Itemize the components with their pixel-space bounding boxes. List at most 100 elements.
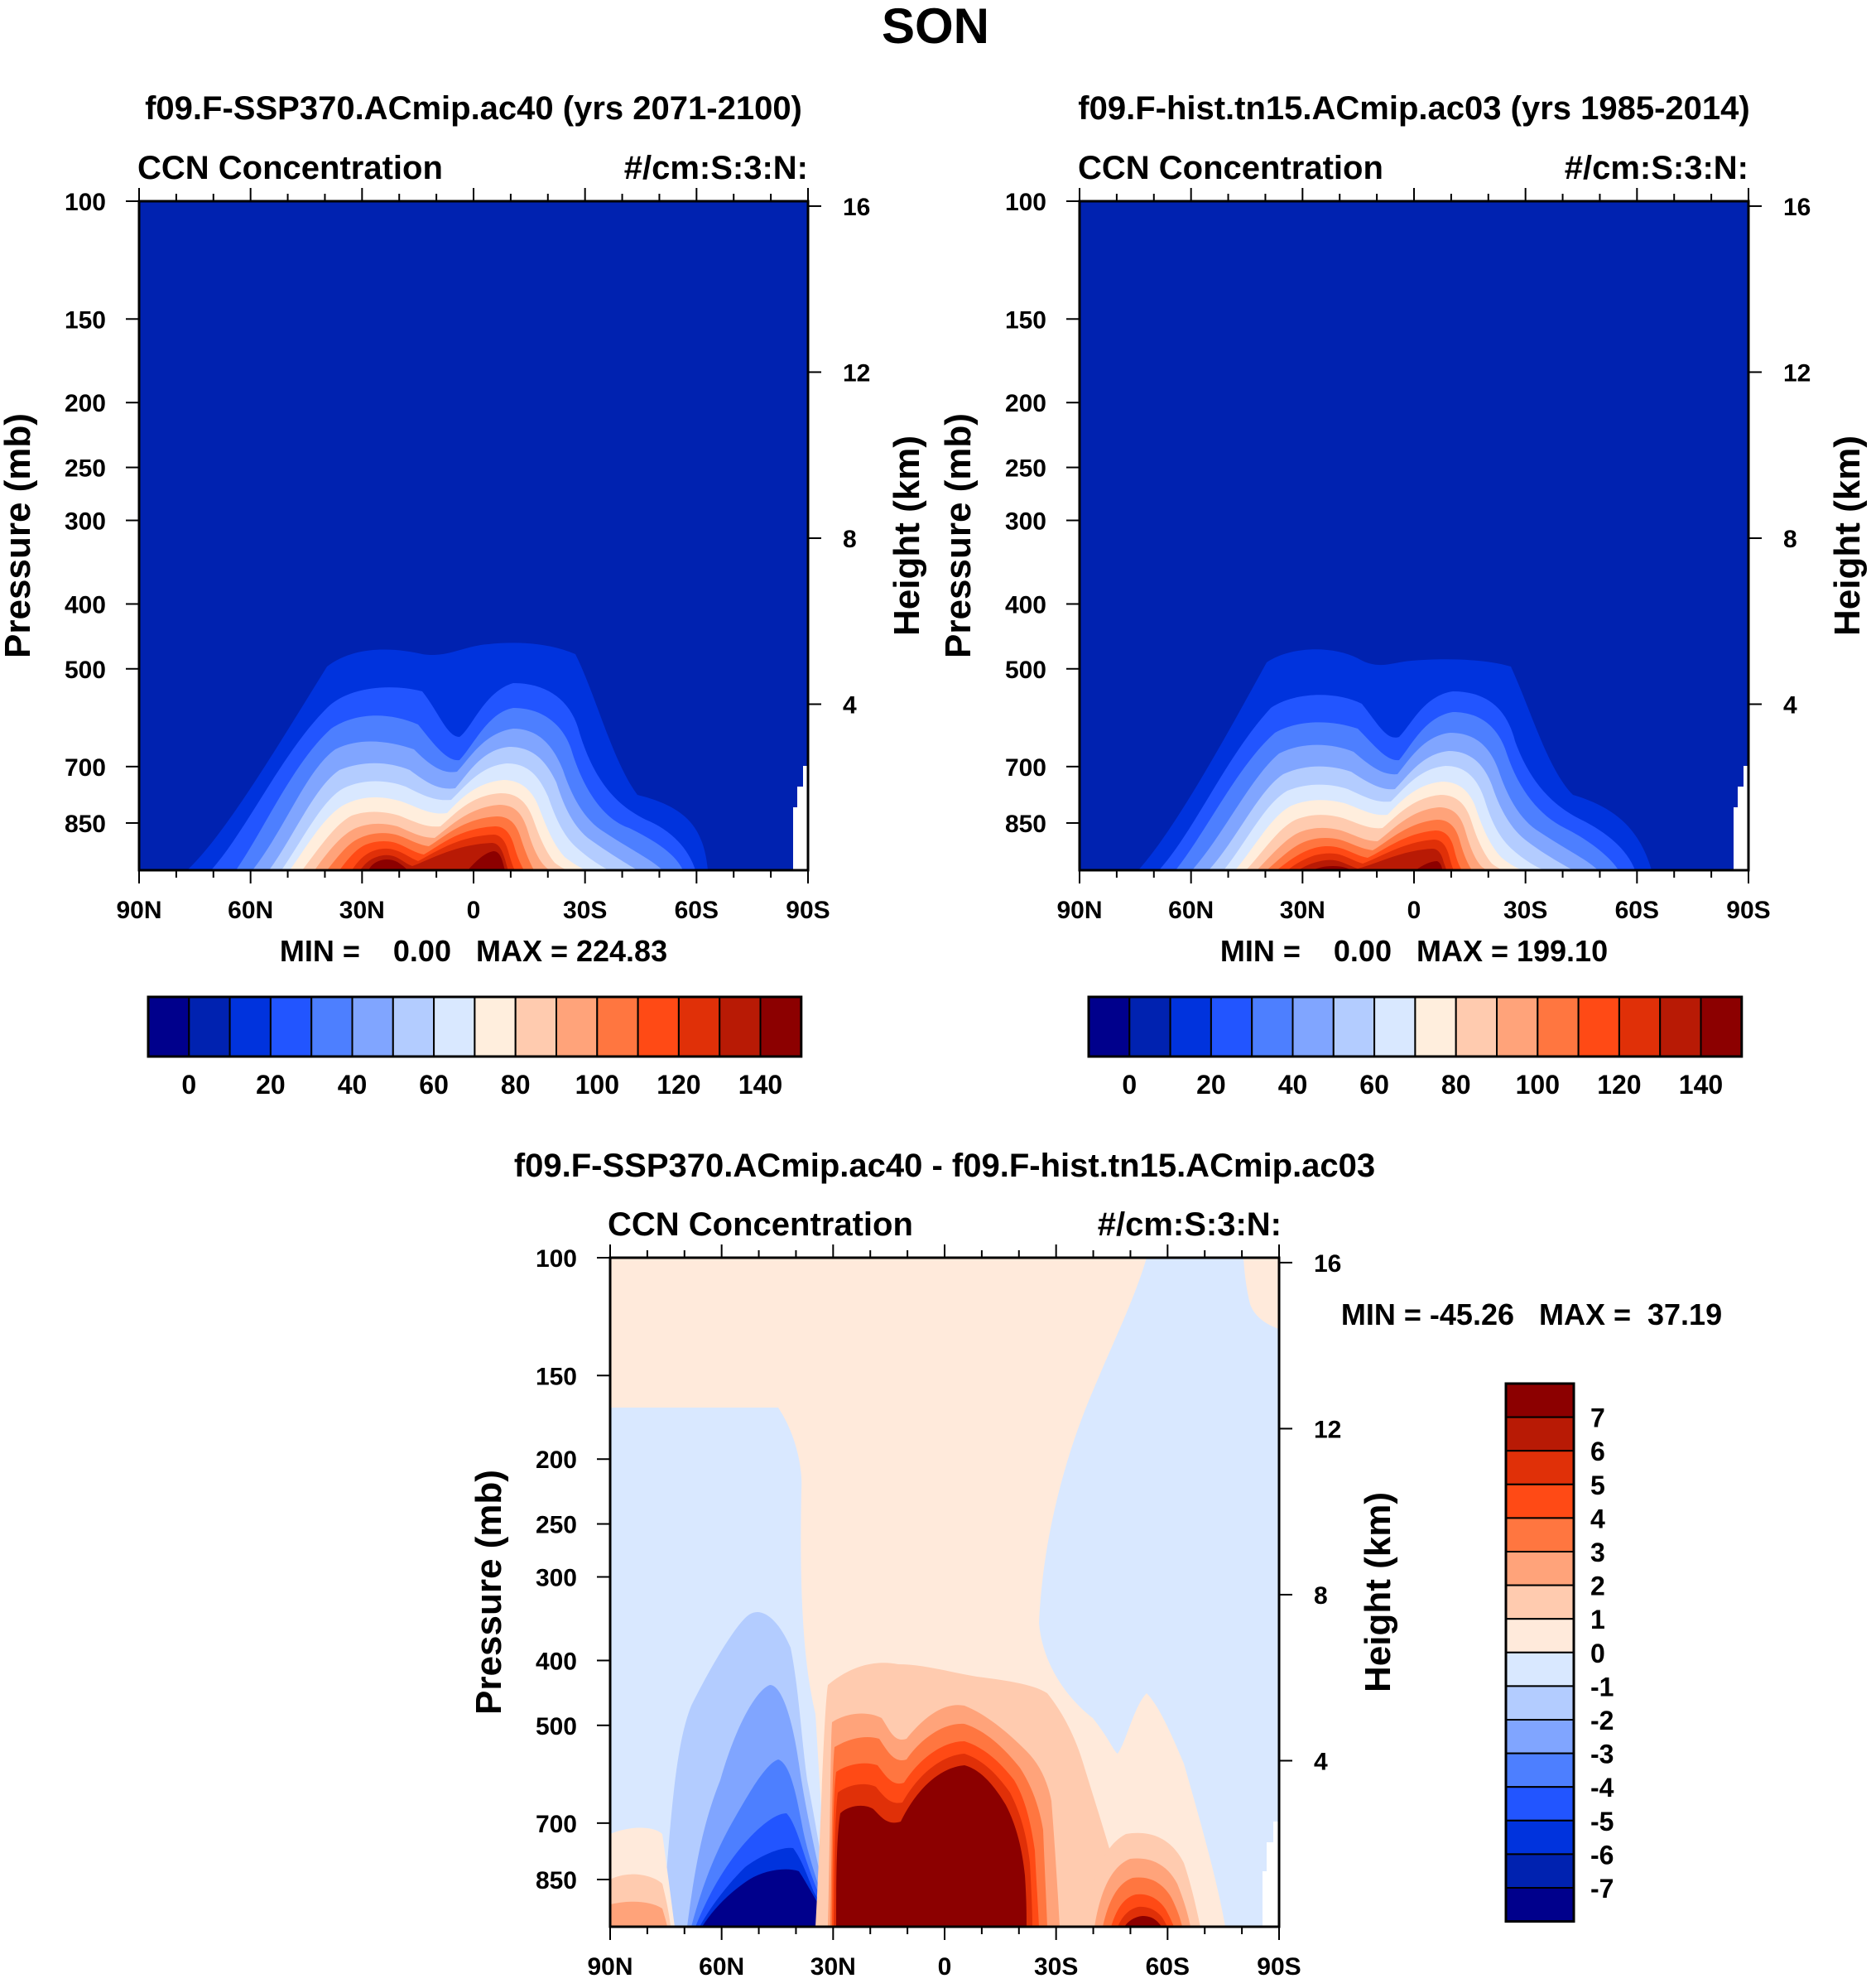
panel1-contour-140: [368, 851, 505, 870]
colorbar-swatch: [719, 996, 762, 1057]
panel2-missing-data: [1734, 766, 1748, 870]
colorbar-label: -6: [1590, 1840, 1614, 1870]
colorbar-label: 5: [1590, 1471, 1605, 1500]
panel1-y2label: Height (km): [887, 436, 927, 636]
panel3-contour-pos3-nw: [610, 1901, 667, 1927]
panel2-title: f09.F-hist.tn15.ACmip.ac03 (yrs 1985-201…: [1078, 90, 1749, 127]
colorbar-label: 100: [1516, 1070, 1560, 1100]
colorbar-swatch: [1577, 996, 1620, 1057]
y-tick-label: 100: [1005, 189, 1046, 216]
y-tick-label: 150: [65, 306, 106, 334]
colorbar-swatch: [392, 996, 435, 1057]
colorbar-label: 3: [1590, 1538, 1605, 1567]
y-tick-label: 150: [1005, 306, 1046, 334]
colorbar-label: 140: [1679, 1070, 1723, 1100]
colorbar-label: -4: [1590, 1773, 1614, 1803]
x-tick-label: 60N: [228, 897, 273, 924]
colorbar-frame: [147, 995, 803, 1058]
colorbar-swatch: [1414, 996, 1457, 1057]
x-tick-label: 30S: [1034, 1953, 1078, 1981]
colorbar-swatch: [1505, 1517, 1575, 1553]
colorbar-label: -7: [1590, 1874, 1614, 1904]
colorbar-label: 60: [1359, 1070, 1389, 1100]
colorbar-swatch: [188, 996, 231, 1057]
y2-tick-label: 12: [1783, 359, 1811, 387]
panel2-y2label: Height (km): [1827, 436, 1868, 636]
colorbar-label: 100: [575, 1070, 619, 1100]
panel2-contour-130: [1298, 849, 1446, 870]
panel3-left-label: CCN Concentration: [608, 1206, 913, 1243]
x-tick-label: 60S: [675, 897, 719, 924]
panel1-field: [139, 201, 808, 870]
panel3-missing-data: [1263, 1822, 1279, 1927]
colorbar-label: 6: [1590, 1437, 1605, 1466]
panel-difference: f09.F-SSP370.ACmip.ac40 - f09.F-hist.tn1…: [469, 1148, 1722, 1981]
y-tick-label: 150: [536, 1363, 577, 1390]
colorbar-swatch: [1291, 996, 1335, 1057]
x-tick-label: 30N: [810, 1953, 856, 1981]
x-tick-label: 60N: [699, 1953, 744, 1981]
colorbar-label: 7: [1590, 1403, 1605, 1433]
x-tick-label: 90N: [116, 897, 161, 924]
y-tick-label: 300: [536, 1565, 577, 1592]
colorbar-swatch: [433, 996, 476, 1057]
panel3-ylabel: Pressure (mb): [469, 1470, 509, 1715]
panel3-title: f09.F-SSP370.ACmip.ac40 - f09.F-hist.tn1…: [514, 1148, 1375, 1184]
colorbar-swatch: [1455, 996, 1498, 1057]
x-tick-label: 90N: [587, 1953, 632, 1981]
y2-tick-label: 16: [843, 194, 870, 221]
panel-hist: f09.F-hist.tn15.ACmip.ac03 (yrs 1985-201…: [938, 90, 1868, 1100]
x-tick-label: 0: [1407, 897, 1421, 924]
x-tick-label: 60S: [1146, 1953, 1190, 1981]
y-tick-label: 400: [536, 1648, 577, 1675]
colorbar-label: 40: [1278, 1070, 1308, 1100]
colorbar-label: 120: [657, 1070, 700, 1100]
y-tick-label: 850: [536, 1867, 577, 1894]
colorbar-swatch: [147, 996, 190, 1057]
colorbar-frame: [1504, 1382, 1575, 1923]
y-tick-label: 250: [65, 455, 106, 483]
y-tick-label: 200: [65, 390, 106, 417]
y-tick-label: 400: [65, 591, 106, 619]
panel2-field: [1080, 201, 1748, 870]
colorbar-label: 40: [338, 1070, 368, 1100]
y-tick-label: 250: [536, 1512, 577, 1539]
panel1-title: f09.F-SSP370.ACmip.ac40 (yrs 2071-2100): [145, 90, 802, 127]
colorbar-swatch: [514, 996, 558, 1057]
colorbar-swatch: [1251, 996, 1294, 1057]
y2-tick-label: 8: [843, 526, 857, 553]
colorbar-swatch: [1505, 1752, 1575, 1788]
colorbar-label: 20: [1196, 1070, 1226, 1100]
colorbar-swatch: [1659, 996, 1702, 1057]
colorbar-label: 80: [501, 1070, 531, 1100]
colorbar-label: -5: [1590, 1807, 1614, 1836]
colorbar-swatch: [1505, 1618, 1575, 1653]
y2-tick-label: 8: [1783, 526, 1797, 553]
x-tick-label: 90N: [1056, 897, 1102, 924]
colorbar-label: 0: [1122, 1070, 1137, 1100]
panel3-stats: MIN = -45.26 MAX = 37.19: [1341, 1297, 1722, 1331]
colorbar-label: 80: [1441, 1070, 1471, 1100]
panel2-axes: 90N 60N 30N 0 30S 60S 90S 100 150 200 250 300 400 500…: [1005, 188, 1811, 924]
y2-tick-label: 4: [1783, 691, 1797, 719]
x-tick-label: 90S: [1257, 1953, 1301, 1981]
colorbar-label: 140: [738, 1070, 782, 1100]
y-tick-label: 700: [536, 1811, 577, 1838]
panel3-contour-neg7: [702, 1869, 832, 1927]
x-tick-label: 30S: [1503, 897, 1547, 924]
x-tick-label: 30S: [563, 897, 607, 924]
colorbar-frame: [1087, 995, 1744, 1058]
figure-title: SON: [882, 0, 989, 54]
colorbar-label: 4: [1590, 1504, 1605, 1533]
y-tick-label: 250: [1005, 455, 1046, 483]
y-tick-label: 500: [1005, 657, 1046, 684]
y2-tick-label: 4: [843, 691, 857, 719]
colorbar-swatch: [677, 996, 721, 1057]
colorbar-label: 2: [1590, 1572, 1605, 1601]
y-tick-label: 200: [536, 1446, 577, 1474]
colorbar-swatch: [1505, 1819, 1575, 1856]
colorbar-label: 120: [1597, 1070, 1641, 1100]
panel1-ylabel: Pressure (mb): [0, 413, 38, 658]
x-tick-label: 60S: [1615, 897, 1659, 924]
